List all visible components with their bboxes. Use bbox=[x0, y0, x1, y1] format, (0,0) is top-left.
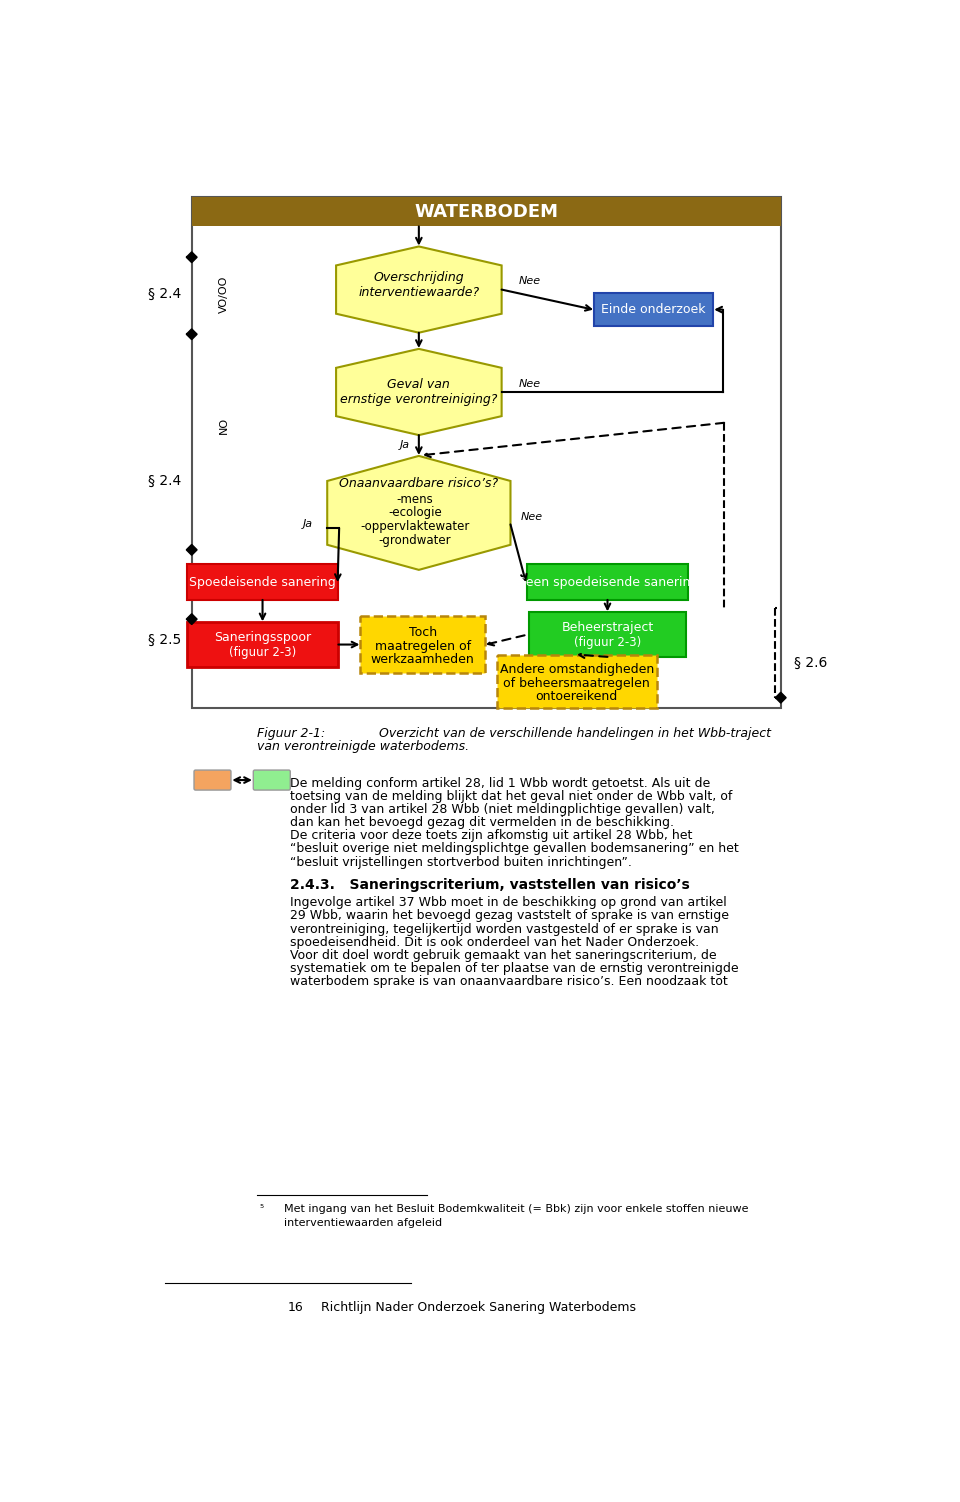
Text: -mens: -mens bbox=[396, 493, 433, 506]
Text: Ja: Ja bbox=[303, 520, 313, 529]
Polygon shape bbox=[186, 252, 197, 263]
FancyBboxPatch shape bbox=[253, 771, 290, 790]
Text: Onaanvaardbare risico’s?: Onaanvaardbare risico’s? bbox=[339, 478, 498, 490]
Text: “besluit vrijstellingen stortverbod buiten inrichtingen”.: “besluit vrijstellingen stortverbod buit… bbox=[290, 856, 632, 868]
FancyBboxPatch shape bbox=[529, 613, 686, 656]
Text: 16: 16 bbox=[288, 1301, 303, 1314]
Text: Geval van
ernstige verontreiniging?: Geval van ernstige verontreiniging? bbox=[340, 379, 497, 406]
Text: Ingevolge artikel 37 Wbb moet in de beschikking op grond van artikel: Ingevolge artikel 37 Wbb moet in de besc… bbox=[290, 897, 727, 909]
Text: (figuur 2-3): (figuur 2-3) bbox=[228, 646, 297, 659]
Polygon shape bbox=[327, 457, 511, 569]
Text: Toch: Toch bbox=[409, 626, 437, 638]
Text: De criteria voor deze toets zijn afkomstig uit artikel 28 Wbb, het: De criteria voor deze toets zijn afkomst… bbox=[290, 829, 692, 843]
FancyBboxPatch shape bbox=[594, 293, 713, 326]
Polygon shape bbox=[186, 614, 197, 625]
Text: Figuur 2-1:: Figuur 2-1: bbox=[257, 727, 325, 739]
Text: § 2.4: § 2.4 bbox=[148, 473, 181, 488]
FancyBboxPatch shape bbox=[194, 771, 231, 790]
Bar bbox=[192, 197, 780, 707]
FancyBboxPatch shape bbox=[360, 616, 485, 673]
Text: Overschrijding
interventiewaarde?: Overschrijding interventiewaarde? bbox=[358, 270, 479, 299]
Polygon shape bbox=[186, 329, 197, 339]
Text: NO: NO bbox=[219, 416, 229, 434]
Text: 29 Wbb, waarin het bevoegd gezag vaststelt of sprake is van ernstige: 29 Wbb, waarin het bevoegd gezag vastste… bbox=[290, 909, 730, 922]
Text: waterbodem sprake is van onaanvaardbare risico’s. Een noodzaak tot: waterbodem sprake is van onaanvaardbare … bbox=[290, 975, 728, 988]
FancyBboxPatch shape bbox=[187, 622, 338, 667]
FancyBboxPatch shape bbox=[527, 565, 688, 599]
Polygon shape bbox=[336, 246, 502, 333]
Text: -oppervlaktewater: -oppervlaktewater bbox=[360, 520, 469, 533]
Polygon shape bbox=[336, 348, 502, 436]
Text: Saneringsspoor: Saneringsspoor bbox=[214, 631, 311, 644]
Text: van verontreinigde waterbodems.: van verontreinigde waterbodems. bbox=[257, 740, 469, 754]
Text: Met ingang van het Besluit Bodemkwaliteit (= Bbk) zijn voor enkele stoffen nieuw: Met ingang van het Besluit Bodemkwalitei… bbox=[284, 1205, 749, 1214]
Text: onder lid 3 van artikel 28 Wbb (niet meldingplichtige gevallen) valt,: onder lid 3 van artikel 28 Wbb (niet mel… bbox=[290, 804, 715, 816]
FancyBboxPatch shape bbox=[192, 197, 780, 227]
Text: Overzicht van de verschillende handelingen in het Wbb-traject: Overzicht van de verschillende handeling… bbox=[379, 727, 771, 739]
Text: spoedeisendheid. Dit is ook onderdeel van het Nader Onderzoek.: spoedeisendheid. Dit is ook onderdeel va… bbox=[290, 936, 700, 949]
Polygon shape bbox=[186, 544, 197, 556]
Text: § 2.5: § 2.5 bbox=[148, 632, 181, 647]
Text: VO/OO: VO/OO bbox=[219, 275, 229, 312]
Text: ontoereikend: ontoereikend bbox=[536, 691, 618, 703]
Text: maatregelen of: maatregelen of bbox=[374, 640, 470, 652]
FancyBboxPatch shape bbox=[187, 565, 338, 599]
Text: Einde onderzoek: Einde onderzoek bbox=[602, 303, 706, 315]
Text: WATERBODEM: WATERBODEM bbox=[414, 203, 558, 221]
Text: dan kan het bevoegd gezag dit vermelden in de beschikking.: dan kan het bevoegd gezag dit vermelden … bbox=[290, 816, 674, 829]
Text: De melding conform artikel 28, lid 1 Wbb wordt getoetst. Als uit de: De melding conform artikel 28, lid 1 Wbb… bbox=[290, 777, 710, 790]
Polygon shape bbox=[776, 692, 786, 703]
FancyBboxPatch shape bbox=[496, 655, 657, 707]
Text: Spoedeisende sanering: Spoedeisende sanering bbox=[189, 575, 336, 589]
Text: verontreiniging, tegelijkertijd worden vastgesteld of er sprake is van: verontreiniging, tegelijkertijd worden v… bbox=[290, 922, 719, 936]
Text: Andere omstandigheden: Andere omstandigheden bbox=[499, 662, 654, 676]
Text: Richtlijn Nader Onderzoek Sanering Waterbodems: Richtlijn Nader Onderzoek Sanering Water… bbox=[321, 1301, 636, 1314]
Text: -ecologie: -ecologie bbox=[388, 506, 442, 520]
Text: ⁵: ⁵ bbox=[259, 1205, 264, 1214]
Text: § 2.6: § 2.6 bbox=[794, 656, 828, 670]
Text: interventiewaarden afgeleid: interventiewaarden afgeleid bbox=[284, 1218, 443, 1229]
Text: toetsing van de melding blijkt dat het geval niet onder de Wbb valt, of: toetsing van de melding blijkt dat het g… bbox=[290, 790, 732, 804]
Text: Geen spoedeisende sanering: Geen spoedeisende sanering bbox=[516, 575, 699, 589]
Text: Beheerstraject: Beheerstraject bbox=[562, 622, 654, 634]
Text: werkzaamheden: werkzaamheden bbox=[371, 653, 474, 667]
Text: systematiek om te bepalen of ter plaatse van de ernstig verontreinigde: systematiek om te bepalen of ter plaatse… bbox=[290, 961, 739, 975]
Text: “besluit overige niet meldingsplichtge gevallen bodemsanering” en het: “besluit overige niet meldingsplichtge g… bbox=[290, 843, 739, 856]
Text: Ja: Ja bbox=[400, 440, 410, 451]
Text: § 2.4: § 2.4 bbox=[148, 287, 181, 302]
Text: (figuur 2-3): (figuur 2-3) bbox=[574, 635, 641, 649]
Text: Nee: Nee bbox=[518, 276, 540, 285]
Text: -grondwater: -grondwater bbox=[378, 535, 451, 547]
Text: 2.4.3.   Saneringscriterium, vaststellen van risico’s: 2.4.3. Saneringscriterium, vaststellen v… bbox=[290, 877, 690, 892]
Text: Voor dit doel wordt gebruik gemaakt van het saneringscriterium, de: Voor dit doel wordt gebruik gemaakt van … bbox=[290, 949, 717, 961]
Text: Nee: Nee bbox=[521, 512, 543, 521]
Text: Nee: Nee bbox=[518, 379, 540, 389]
Text: of beheersmaatregelen: of beheersmaatregelen bbox=[503, 676, 650, 689]
